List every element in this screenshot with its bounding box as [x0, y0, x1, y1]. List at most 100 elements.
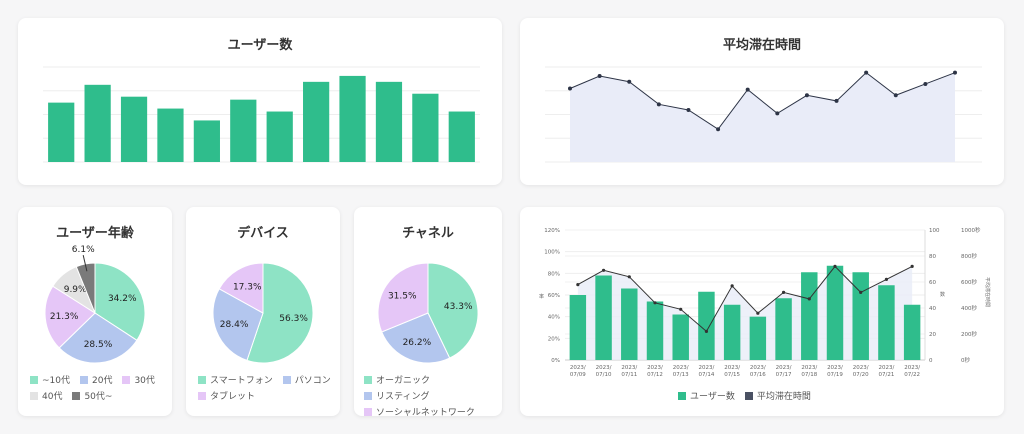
bar: [266, 111, 293, 162]
data-point: [627, 275, 631, 279]
legend-item[interactable]: 30代: [122, 373, 155, 386]
legend-label: 30代: [134, 376, 155, 386]
data-point: [597, 74, 602, 79]
left-axis-title: 率: [539, 293, 544, 300]
pie-slice: [212, 288, 264, 361]
legend-item[interactable]: ユーザー数: [678, 389, 735, 402]
data-point: [781, 290, 786, 294]
pie-value-label: 34.2%: [108, 294, 137, 304]
x-tick-label: 07/15: [724, 372, 740, 378]
data-point: [686, 107, 691, 112]
bar: [120, 96, 148, 162]
pie-value-label: 6.1%: [72, 245, 95, 255]
x-tick-label: 07/21: [878, 372, 894, 378]
data-point: [745, 87, 750, 92]
legend-item[interactable]: ~10代: [30, 373, 70, 386]
legend-swatch: [198, 392, 206, 400]
device-card: デバイス 56.3% 28.4% 17.3% スマートフォン パソコン タブレット: [186, 207, 340, 416]
device-legend: スマートフォン パソコンタブレット: [198, 373, 338, 402]
legend-item[interactable]: 50代~: [72, 389, 112, 402]
age-title: ユーザー年齢: [56, 226, 134, 241]
pie-slice: [427, 262, 479, 359]
right-tick-label: 20: [929, 332, 936, 338]
x-tick-label: 07/14: [698, 372, 714, 378]
stay-title: 平均滞在時間: [722, 38, 801, 53]
bar: [375, 81, 403, 162]
users-title: ユーザー数: [227, 38, 293, 53]
data-point: [653, 301, 657, 305]
x-tick-label: 07/20: [853, 372, 869, 378]
legend-swatch: [30, 392, 38, 400]
pie-slice: [58, 312, 138, 364]
legend-item[interactable]: 20代: [80, 373, 112, 386]
legend-item[interactable]: 平均滞在時間: [744, 389, 811, 402]
bar: [48, 102, 75, 162]
legend-item[interactable]: パソコン: [282, 373, 331, 386]
data-point: [804, 93, 809, 98]
bar: [826, 265, 844, 360]
stay-line-chart: [545, 66, 982, 163]
bar: [569, 295, 587, 360]
left-tick-label: 40%: [548, 315, 560, 321]
right-tick-label: 40: [929, 306, 936, 312]
label-leader: [82, 255, 88, 272]
x-tick-label: 07/11: [621, 372, 637, 378]
bar: [448, 111, 475, 162]
data-point: [730, 284, 734, 288]
data-point: [716, 127, 721, 132]
right2-tick-label: 800秒: [961, 252, 977, 260]
device-pie-chart: 56.3% 28.4% 17.3%: [212, 262, 314, 364]
data-point: [601, 268, 606, 272]
channel-card: チャネル 43.3% 26.2% 31.5% オーガニック リスティング ソーシャルネッ…: [354, 207, 504, 418]
x-tick-label: 07/22: [904, 372, 920, 378]
data-point: [833, 264, 837, 268]
legend-item[interactable]: スマートフォン: [198, 373, 273, 386]
legend-label: オーガニック: [376, 376, 431, 386]
left-tick-label: 80%: [548, 271, 560, 277]
legend-label: スマートフォン: [210, 376, 273, 386]
pie-slice: [377, 262, 429, 333]
x-tick-label: 2023/: [827, 365, 843, 371]
data-point: [568, 86, 572, 91]
line-area: [570, 72, 955, 162]
bar: [749, 316, 767, 360]
right-tick-label: 0: [929, 358, 933, 364]
left-tick-label: 100%: [544, 250, 560, 256]
device-title: デバイス: [237, 226, 289, 241]
bar: [852, 272, 869, 360]
x-tick-label: 07/19: [827, 372, 843, 378]
data-point: [656, 102, 661, 107]
legend-item[interactable]: タブレット: [198, 389, 255, 402]
data-point: [834, 98, 839, 103]
legend-item[interactable]: オーガニック: [364, 373, 430, 386]
bar: [303, 81, 330, 162]
right-tick-label: 60: [929, 280, 936, 286]
pie-value-label: 9.9%: [64, 285, 87, 295]
channel-legend: オーガニックリスティングソーシャルネットワーク: [364, 373, 504, 418]
legend-item[interactable]: リスティング: [364, 389, 429, 402]
right2-tick-label: 1000秒: [961, 226, 981, 234]
legend-item[interactable]: ソーシャルネットワーク: [364, 405, 475, 418]
bar: [339, 75, 366, 162]
pie-value-label: 28.4%: [220, 320, 249, 330]
x-tick-label: 2023/: [853, 365, 869, 371]
x-tick-label: 2023/: [878, 365, 894, 371]
users-card: ユーザー数: [18, 18, 502, 185]
legend-label: ソーシャルネットワーク: [376, 408, 475, 418]
x-tick-label: 07/09: [570, 372, 586, 378]
bar: [698, 291, 715, 360]
data-point: [704, 329, 709, 333]
x-tick-label: 07/17: [776, 372, 792, 378]
legend-item[interactable]: 40代: [30, 389, 62, 402]
data-point: [807, 297, 811, 301]
legend-label: ~10代: [42, 376, 70, 386]
legend-label: ユーザー数: [690, 392, 735, 402]
legend-swatch: [364, 408, 372, 416]
combo-card: 0% 20% 40% 60% 80% 100% 120% 0 20 40 60 80 100 0秒 200秒…: [520, 207, 1004, 416]
legend-label: タブレット: [210, 392, 256, 402]
data-point: [953, 70, 957, 75]
data-point: [576, 283, 580, 287]
legend-label: 20代: [92, 376, 113, 386]
pie-value-label: 56.3%: [279, 314, 308, 324]
data-point: [859, 290, 863, 294]
